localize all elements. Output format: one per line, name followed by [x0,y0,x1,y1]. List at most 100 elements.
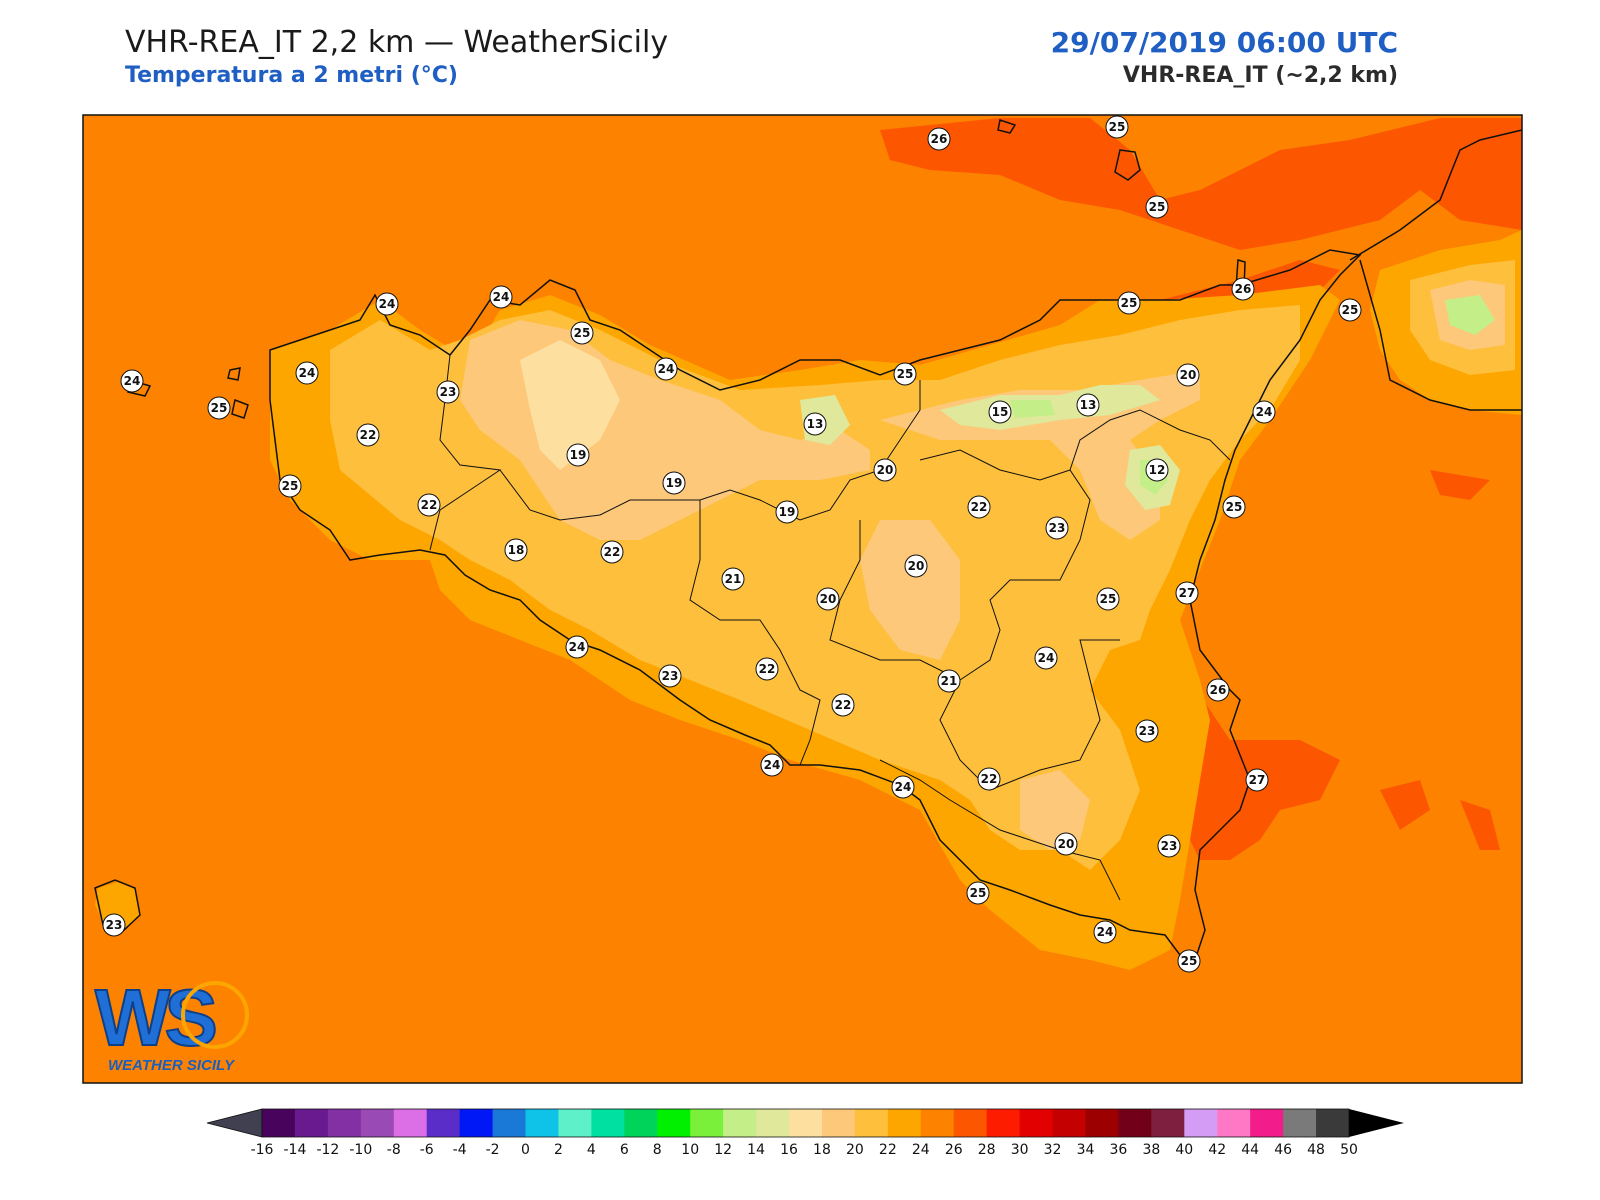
station-dot [1076,393,1100,417]
station-marker: 12 [1145,458,1169,482]
station-dot [658,664,682,688]
station-marker: 19 [775,500,799,524]
station-marker: 13 [1076,393,1100,417]
station-dot [489,285,513,309]
colorbar-tick-label: -14 [284,1142,307,1158]
colorbar-swatch [854,1109,889,1137]
station-marker: 25 [1222,495,1246,519]
colorbar-tick-label: -6 [420,1142,434,1158]
station-marker: 15 [988,400,1012,424]
station-marker: 22 [755,657,779,681]
station-dot [102,913,126,937]
colorbar-swatch [262,1109,296,1137]
station-value: 25 [1109,120,1126,134]
colorbar-tick-label: -16 [251,1142,274,1158]
station-dot [873,458,897,482]
station-value: 24 [764,758,781,772]
station-dot [565,635,589,659]
station-dot [436,380,460,404]
station-marker: 25 [1105,115,1129,139]
station-value: 22 [421,498,438,512]
station-dot [1157,834,1181,858]
station-value: 20 [908,559,925,573]
colorbar-swatch [821,1109,856,1137]
station-value: 21 [725,572,742,586]
colorbar-swatch [1118,1109,1152,1137]
coastlines [94,119,1523,961]
colorbar-tick-label: 4 [587,1142,596,1158]
colorbar-swatch [459,1109,494,1137]
land-band-18-20 [1020,770,1090,850]
station-marker: 25 [278,474,302,498]
station-dot [1245,768,1269,792]
province-border [829,520,1120,791]
map-subtitle: Temperatura a 2 metri (°C) [125,63,458,88]
station-value: 22 [360,428,377,442]
colorbar-tick-label: 22 [879,1142,897,1158]
station-value: 21 [941,674,958,688]
station-dot [1222,495,1246,519]
colorbar-tick-label: 2 [554,1142,563,1158]
station-dot [1054,832,1078,856]
station-dot [775,500,799,524]
station-value: 24 [1256,405,1273,419]
station-dot [662,471,686,495]
station-dot [760,753,784,777]
station-value: 25 [211,401,228,415]
station-marker: 26 [1231,277,1255,301]
logo-name: WEATHER SICILY [108,1057,236,1074]
title-block: VHR-REA_IT 2,2 km — WeatherSicily Temper… [125,24,668,90]
station-dot [1252,400,1276,424]
station-marker: 27 [1175,581,1199,605]
colorbar-swatch [1217,1109,1251,1137]
station-dot [1145,458,1169,482]
station-value: 13 [1080,398,1097,412]
station-dot [417,493,441,517]
station-marker: 26 [1206,678,1230,702]
station-value: 23 [1139,724,1156,738]
colorbar-swatch [953,1109,988,1137]
station-value: 25 [1121,296,1138,310]
colorbar-swatch [657,1109,691,1137]
station-dot [120,369,144,393]
colorbar-tick-label: 46 [1274,1142,1292,1158]
station-value: 25 [1181,954,1198,968]
colorbar-tick-label: 14 [747,1142,765,1158]
colorbar-tick-label: 6 [620,1142,629,1158]
colorbar-swatch [690,1109,724,1137]
colorbar-tick-label: -2 [486,1142,500,1158]
station-dot [927,127,951,151]
station-value: 24 [124,374,141,388]
station-marker: 24 [565,635,589,659]
station-value: 24 [1097,925,1114,939]
station-value: 25 [897,367,914,381]
station-marker: 20 [1176,363,1200,387]
colorbar-swatch [492,1109,527,1137]
station-dot [1093,920,1117,944]
station-marker: 25 [893,362,917,386]
colorbar-tick-label: 48 [1307,1142,1325,1158]
station-marker: 22 [831,693,855,717]
station-value: 13 [807,417,824,431]
station-marker: 13 [803,412,827,436]
station-dot [295,361,319,385]
station-marker: 25 [1117,291,1141,315]
station-marker: 24 [891,775,915,799]
station-marker: 21 [937,669,961,693]
station-value: 26 [1210,683,1227,697]
colorbar-swatch [1085,1109,1119,1137]
station-value: 24 [299,366,316,380]
sicily-coast [269,249,1362,961]
station-marker: 22 [600,540,624,564]
station-dot [893,362,917,386]
station-value: 25 [1100,592,1117,606]
station-marker: 25 [1145,195,1169,219]
colorbar-swatch [1052,1109,1086,1137]
colorbar-over-arrow [1349,1109,1404,1137]
station-dot [967,495,991,519]
calabria-cool-spot [1445,295,1495,335]
station-dot [1338,298,1362,322]
province-border [1069,409,1231,471]
station-marker: 26 [927,127,951,151]
